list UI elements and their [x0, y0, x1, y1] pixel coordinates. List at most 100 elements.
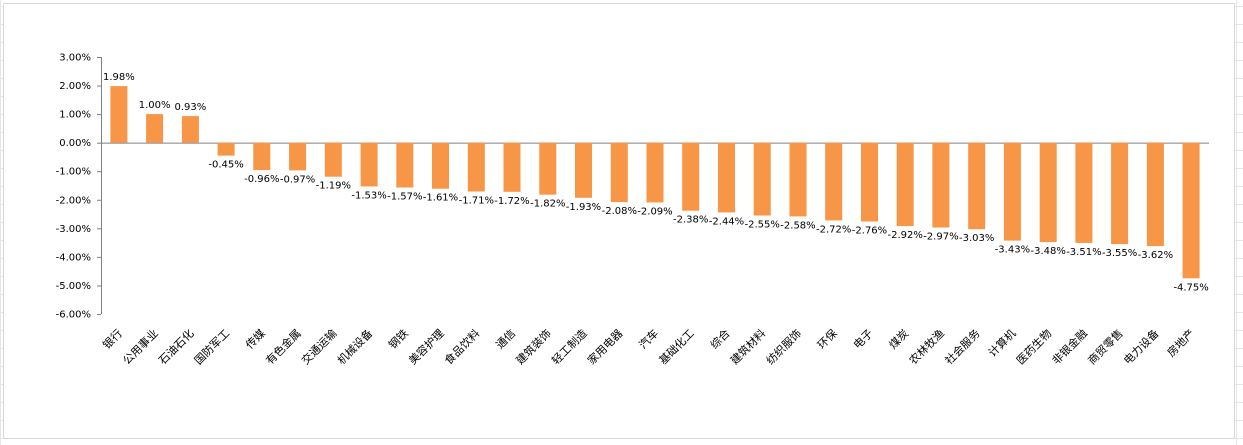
- bar[interactable]: [1111, 142, 1129, 245]
- data-label: -1.93%: [566, 202, 601, 213]
- data-label: 0.93%: [175, 102, 207, 113]
- bar[interactable]: [467, 142, 485, 192]
- x-category-label: 基础化工: [656, 326, 697, 367]
- data-labels: 1.98%1.00% 0.93%-0.45%-0.96% -0.97%-1.19%-…: [103, 72, 1209, 293]
- y-tick-label: 1.00%: [59, 110, 91, 121]
- x-category-label: 计算机: [985, 326, 1018, 359]
- bar[interactable]: [1039, 142, 1057, 243]
- y-axis: 3.00% 2.00% 1.00% 0.00% -1.00% -2.00% -3.00% -4…: [56, 53, 1209, 321]
- data-label: -2.44%: [709, 216, 744, 227]
- bar[interactable]: [646, 142, 664, 203]
- data-label: -3.51%: [1066, 247, 1101, 258]
- y-tick-label: 0.00%: [59, 138, 91, 149]
- bar[interactable]: [932, 142, 950, 228]
- bar[interactable]: [110, 86, 128, 143]
- x-category-label: 社会服务: [942, 326, 983, 367]
- x-category-label: 交通运输: [298, 326, 339, 367]
- y-tick-label: -2.00%: [56, 195, 91, 206]
- x-category-label: 家用电器: [584, 326, 625, 367]
- x-category-label: 电力设备: [1121, 326, 1162, 367]
- data-label: -0.45%: [208, 160, 243, 171]
- x-category-label: 美容护理: [406, 326, 447, 367]
- y-tick-label: 3.00%: [59, 53, 91, 64]
- bar-chart: 3.00% 2.00% 1.00% 0.00% -1.00% -2.00% -3.00% -4…: [56, 53, 1209, 367]
- x-category-label: 钢铁: [386, 327, 411, 352]
- bar[interactable]: [1182, 142, 1200, 279]
- data-label: -0.97%: [280, 174, 315, 185]
- bar[interactable]: [718, 142, 735, 213]
- bar[interactable]: [825, 142, 843, 221]
- bar-series: [110, 86, 1200, 279]
- bar[interactable]: [610, 142, 628, 203]
- data-label: -2.09%: [637, 206, 672, 217]
- bar[interactable]: [360, 142, 378, 187]
- data-label: -2.97%: [923, 232, 958, 243]
- x-category-label: 商贸零售: [1085, 326, 1126, 367]
- data-label: -2.08%: [602, 206, 637, 217]
- x-category-label: 汽车: [636, 326, 661, 351]
- bar[interactable]: [1146, 142, 1164, 247]
- bar[interactable]: [861, 142, 878, 222]
- data-label: -1.53%: [351, 190, 386, 201]
- data-label: -3.48%: [1031, 246, 1066, 257]
- x-category-label: 煤炭: [887, 327, 912, 352]
- x-category-label: 传媒: [243, 327, 268, 352]
- bar[interactable]: [217, 142, 235, 156]
- data-label: -3.03%: [959, 233, 994, 244]
- bar[interactable]: [1075, 142, 1093, 243]
- data-label: -3.55%: [1102, 248, 1137, 259]
- data-label: -2.38%: [673, 215, 708, 226]
- y-tick-label: -5.00%: [56, 281, 91, 292]
- bar[interactable]: [503, 142, 521, 192]
- x-category-label: 纺织服饰: [763, 326, 804, 367]
- bar[interactable]: [324, 142, 342, 177]
- bar[interactable]: [396, 142, 414, 188]
- y-tick-label: -3.00%: [56, 224, 91, 235]
- bar[interactable]: [968, 142, 986, 230]
- chart-area[interactable]: 3.00% 2.00% 1.00% 0.00% -1.00% -2.00% -3.00% -4…: [3, 3, 1235, 439]
- x-category-label: 石油石化: [156, 326, 197, 367]
- y-tick-label: -1.00%: [56, 167, 91, 178]
- x-category-label: 建筑装饰: [513, 326, 554, 367]
- x-category-label: 国防军工: [191, 326, 232, 367]
- data-label: -4.75%: [1173, 282, 1208, 293]
- bar[interactable]: [432, 142, 449, 189]
- data-label: -1.72%: [494, 196, 529, 207]
- data-label: -2.58%: [780, 220, 815, 231]
- bar[interactable]: [896, 142, 914, 227]
- data-label: -2.55%: [745, 220, 780, 231]
- x-category-label: 通信: [493, 327, 518, 352]
- x-category-label: 非银金融: [1049, 326, 1090, 367]
- bar[interactable]: [575, 142, 592, 198]
- bar[interactable]: [1003, 142, 1021, 241]
- data-label: -1.82%: [530, 199, 565, 210]
- y-tick-label: -6.00%: [56, 310, 91, 321]
- bar[interactable]: [789, 142, 807, 217]
- bar[interactable]: [682, 142, 700, 211]
- x-category-label: 有色金属: [263, 326, 304, 367]
- x-category-label: 医药生物: [1013, 326, 1054, 367]
- data-label: -2.76%: [852, 226, 887, 237]
- data-label: -3.62%: [1138, 250, 1173, 261]
- x-category-label: 银行: [100, 326, 125, 351]
- x-category-label: 房地产: [1164, 326, 1197, 359]
- bar[interactable]: [253, 142, 271, 171]
- data-label: -0.96%: [244, 174, 279, 185]
- y-tick-label: 2.00%: [59, 81, 91, 92]
- bar[interactable]: [753, 142, 771, 216]
- bar[interactable]: [289, 142, 307, 171]
- data-label: -3.43%: [995, 245, 1030, 256]
- bar[interactable]: [539, 142, 557, 195]
- data-label: -1.61%: [423, 193, 458, 204]
- data-label: -1.19%: [316, 181, 351, 192]
- data-label: -2.72%: [816, 224, 851, 235]
- bar[interactable]: [146, 114, 164, 143]
- x-category-label: 机械设备: [334, 326, 375, 367]
- data-label: -2.92%: [888, 230, 923, 241]
- data-label: 1.98%: [103, 72, 135, 83]
- x-category-label: 建筑材料: [727, 326, 768, 367]
- x-category-label: 环保: [814, 326, 839, 351]
- bar[interactable]: [181, 116, 199, 143]
- x-category-label: 轻工制造: [549, 326, 590, 367]
